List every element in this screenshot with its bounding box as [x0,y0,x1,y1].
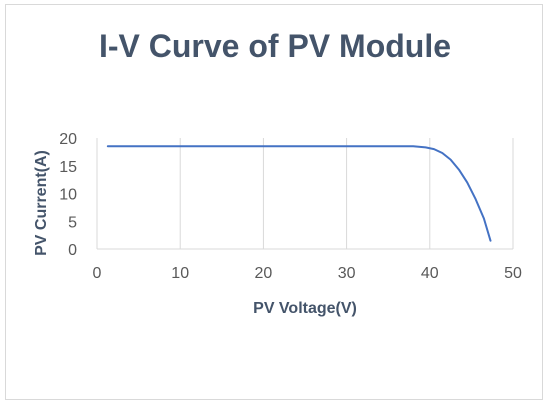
y-axis-title: PV Current(A) [33,150,50,256]
x-tick-label: 20 [255,265,273,282]
y-tick-label: 15 [59,159,77,176]
chart-frame [5,4,543,400]
x-tick-label: 50 [504,265,522,282]
chart-title: I-V Curve of PV Module [99,28,451,64]
series-layer [106,145,492,242]
y-tick-label: 20 [59,131,77,148]
gridlines [179,138,514,249]
x-tick-label: 0 [93,265,102,282]
x-tick-label: 30 [338,265,356,282]
y-tick-label: 10 [59,187,77,204]
x-axis-title: PV Voltage(V) [253,300,357,317]
y-tick-label: 0 [68,242,77,259]
y-tick-label: 5 [68,214,77,231]
tick-labels: 0 10 20 30 40 50 0 5 10 15 20 [59,131,522,282]
x-tick-label: 10 [171,265,189,282]
series-line-0 [106,145,492,242]
axes [96,138,513,250]
x-tick-label: 40 [421,265,439,282]
